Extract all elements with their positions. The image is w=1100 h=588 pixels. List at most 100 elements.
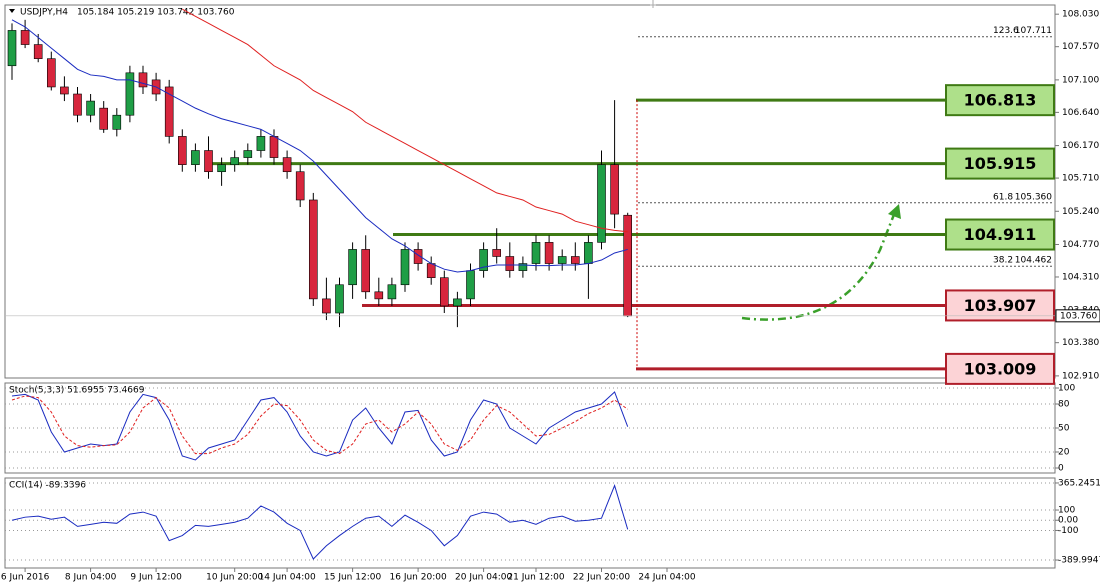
candle-body bbox=[400, 249, 410, 286]
candle-body bbox=[387, 284, 397, 300]
candle-body bbox=[374, 291, 384, 300]
panel-title: CCI(14) -89.3396 bbox=[9, 481, 86, 491]
level-label: 103.009 bbox=[964, 359, 1037, 378]
candle-body bbox=[230, 157, 239, 165]
y-tick-label: 107.570 bbox=[1062, 42, 1099, 52]
x-tick-label: 9 Jun 12:00 bbox=[130, 573, 182, 583]
y-tick-label: 0 bbox=[1058, 464, 1064, 474]
level-label: 106.813 bbox=[964, 91, 1037, 110]
candle-body bbox=[112, 114, 122, 130]
indicator-line bbox=[11, 484, 629, 560]
y-tick-label: 20 bbox=[1058, 448, 1070, 458]
scroll-marker bbox=[650, 0, 656, 8]
candle-body bbox=[33, 44, 43, 59]
candle-body bbox=[479, 249, 488, 271]
candle-body bbox=[361, 249, 371, 293]
candle-body bbox=[348, 249, 357, 286]
y-tick-label: 50 bbox=[1058, 424, 1070, 434]
level-box bbox=[945, 147, 1055, 180]
main-panel bbox=[4, 4, 1056, 379]
candle-body bbox=[60, 86, 69, 95]
y-tick-label: 100 bbox=[1058, 506, 1075, 516]
candle-body bbox=[492, 249, 502, 257]
fib-price: 107.711 bbox=[1015, 26, 1052, 36]
cci-panel bbox=[4, 477, 1056, 569]
quote: 105.184 105.219 103.742 103.760 bbox=[77, 8, 235, 18]
candle-body bbox=[623, 214, 633, 317]
y-tick-label: -100 bbox=[1058, 526, 1079, 536]
y-tick-label: 103.380 bbox=[1062, 338, 1099, 348]
fib-ratio: 61.8 bbox=[993, 192, 1013, 202]
level-box bbox=[945, 289, 1055, 322]
x-tick-label: 10 Jun 20:00 bbox=[206, 573, 263, 583]
candle-body bbox=[217, 164, 226, 173]
candle-body bbox=[73, 93, 82, 116]
candle-body bbox=[7, 30, 17, 67]
x-tick-label: 6 Jun 2016 bbox=[1, 573, 50, 583]
panel-title: Stoch(5,3,3) 51.6955 73.4669 bbox=[9, 386, 145, 396]
candle-body bbox=[138, 72, 148, 88]
y-tick-label: 106.640 bbox=[1062, 108, 1099, 118]
indicator-line bbox=[11, 19, 628, 273]
candle-body bbox=[243, 150, 253, 158]
candle-body bbox=[531, 242, 541, 264]
indicator-line bbox=[182, 8, 628, 233]
candle-body bbox=[125, 72, 135, 116]
indicator-line bbox=[11, 395, 628, 455]
candle-body bbox=[191, 150, 200, 165]
y-tick-label: 105.240 bbox=[1062, 207, 1099, 217]
candle-body bbox=[164, 86, 174, 137]
candle-body bbox=[20, 30, 30, 45]
x-tick-label: 14 Jun 04:00 bbox=[259, 573, 316, 583]
candle-body bbox=[46, 58, 56, 88]
candle-body bbox=[335, 284, 344, 314]
fib-ratio: 38.2 bbox=[993, 256, 1013, 266]
candle-body bbox=[269, 136, 279, 158]
candle-body bbox=[99, 107, 108, 130]
fib-price: 105.360 bbox=[1015, 192, 1052, 202]
x-tick-label: 8 Jun 04:00 bbox=[65, 573, 117, 583]
candle-body bbox=[282, 157, 292, 173]
menu-arrow bbox=[9, 9, 15, 13]
level-box bbox=[945, 84, 1055, 117]
candle-body bbox=[610, 164, 619, 215]
x-tick-label: 24 Jun 04:00 bbox=[638, 573, 695, 583]
last-price-box bbox=[1055, 309, 1100, 323]
x-tick-label: 20 Jun 04:00 bbox=[455, 573, 512, 583]
level-box bbox=[945, 218, 1055, 251]
candle-body bbox=[204, 150, 213, 173]
candle-body bbox=[439, 277, 449, 307]
y-tick-label: 104.770 bbox=[1062, 240, 1099, 250]
y-tick-label: 105.710 bbox=[1062, 174, 1099, 184]
candle-body bbox=[295, 171, 305, 201]
symbol: USDJPY,H4 bbox=[20, 8, 68, 18]
candle-body bbox=[544, 242, 554, 264]
candle-body bbox=[466, 270, 475, 300]
candle-body bbox=[505, 256, 515, 271]
y-tick-label: 107.100 bbox=[1062, 75, 1099, 85]
fib-ratio: 123.6 bbox=[993, 26, 1019, 36]
fib-price: 104.462 bbox=[1015, 256, 1052, 266]
y-tick-label: 100 bbox=[1058, 384, 1075, 394]
candle-body bbox=[570, 256, 580, 264]
last-price-label: 103.760 bbox=[1060, 311, 1097, 321]
candle-body bbox=[453, 298, 462, 307]
y-tick-label: 106.170 bbox=[1062, 141, 1099, 151]
level-label: 104.911 bbox=[964, 225, 1037, 244]
y-tick-label: 104.310 bbox=[1062, 272, 1099, 282]
candle-body bbox=[86, 100, 95, 116]
level-label: 105.915 bbox=[964, 154, 1037, 173]
level-label: 103.907 bbox=[964, 296, 1037, 315]
x-tick-label: 15 Jun 12:00 bbox=[324, 573, 381, 583]
candle-body bbox=[584, 242, 593, 264]
indicator-line bbox=[11, 391, 629, 461]
y-tick-label: 365.2451 bbox=[1058, 478, 1100, 488]
candle-body bbox=[178, 136, 187, 165]
candle-body bbox=[518, 263, 528, 271]
y-tick-label: 102.910 bbox=[1062, 371, 1099, 381]
arrow-head bbox=[888, 204, 901, 219]
x-tick-label: 21 Jun 12:00 bbox=[507, 573, 564, 583]
candle-body bbox=[413, 249, 423, 264]
